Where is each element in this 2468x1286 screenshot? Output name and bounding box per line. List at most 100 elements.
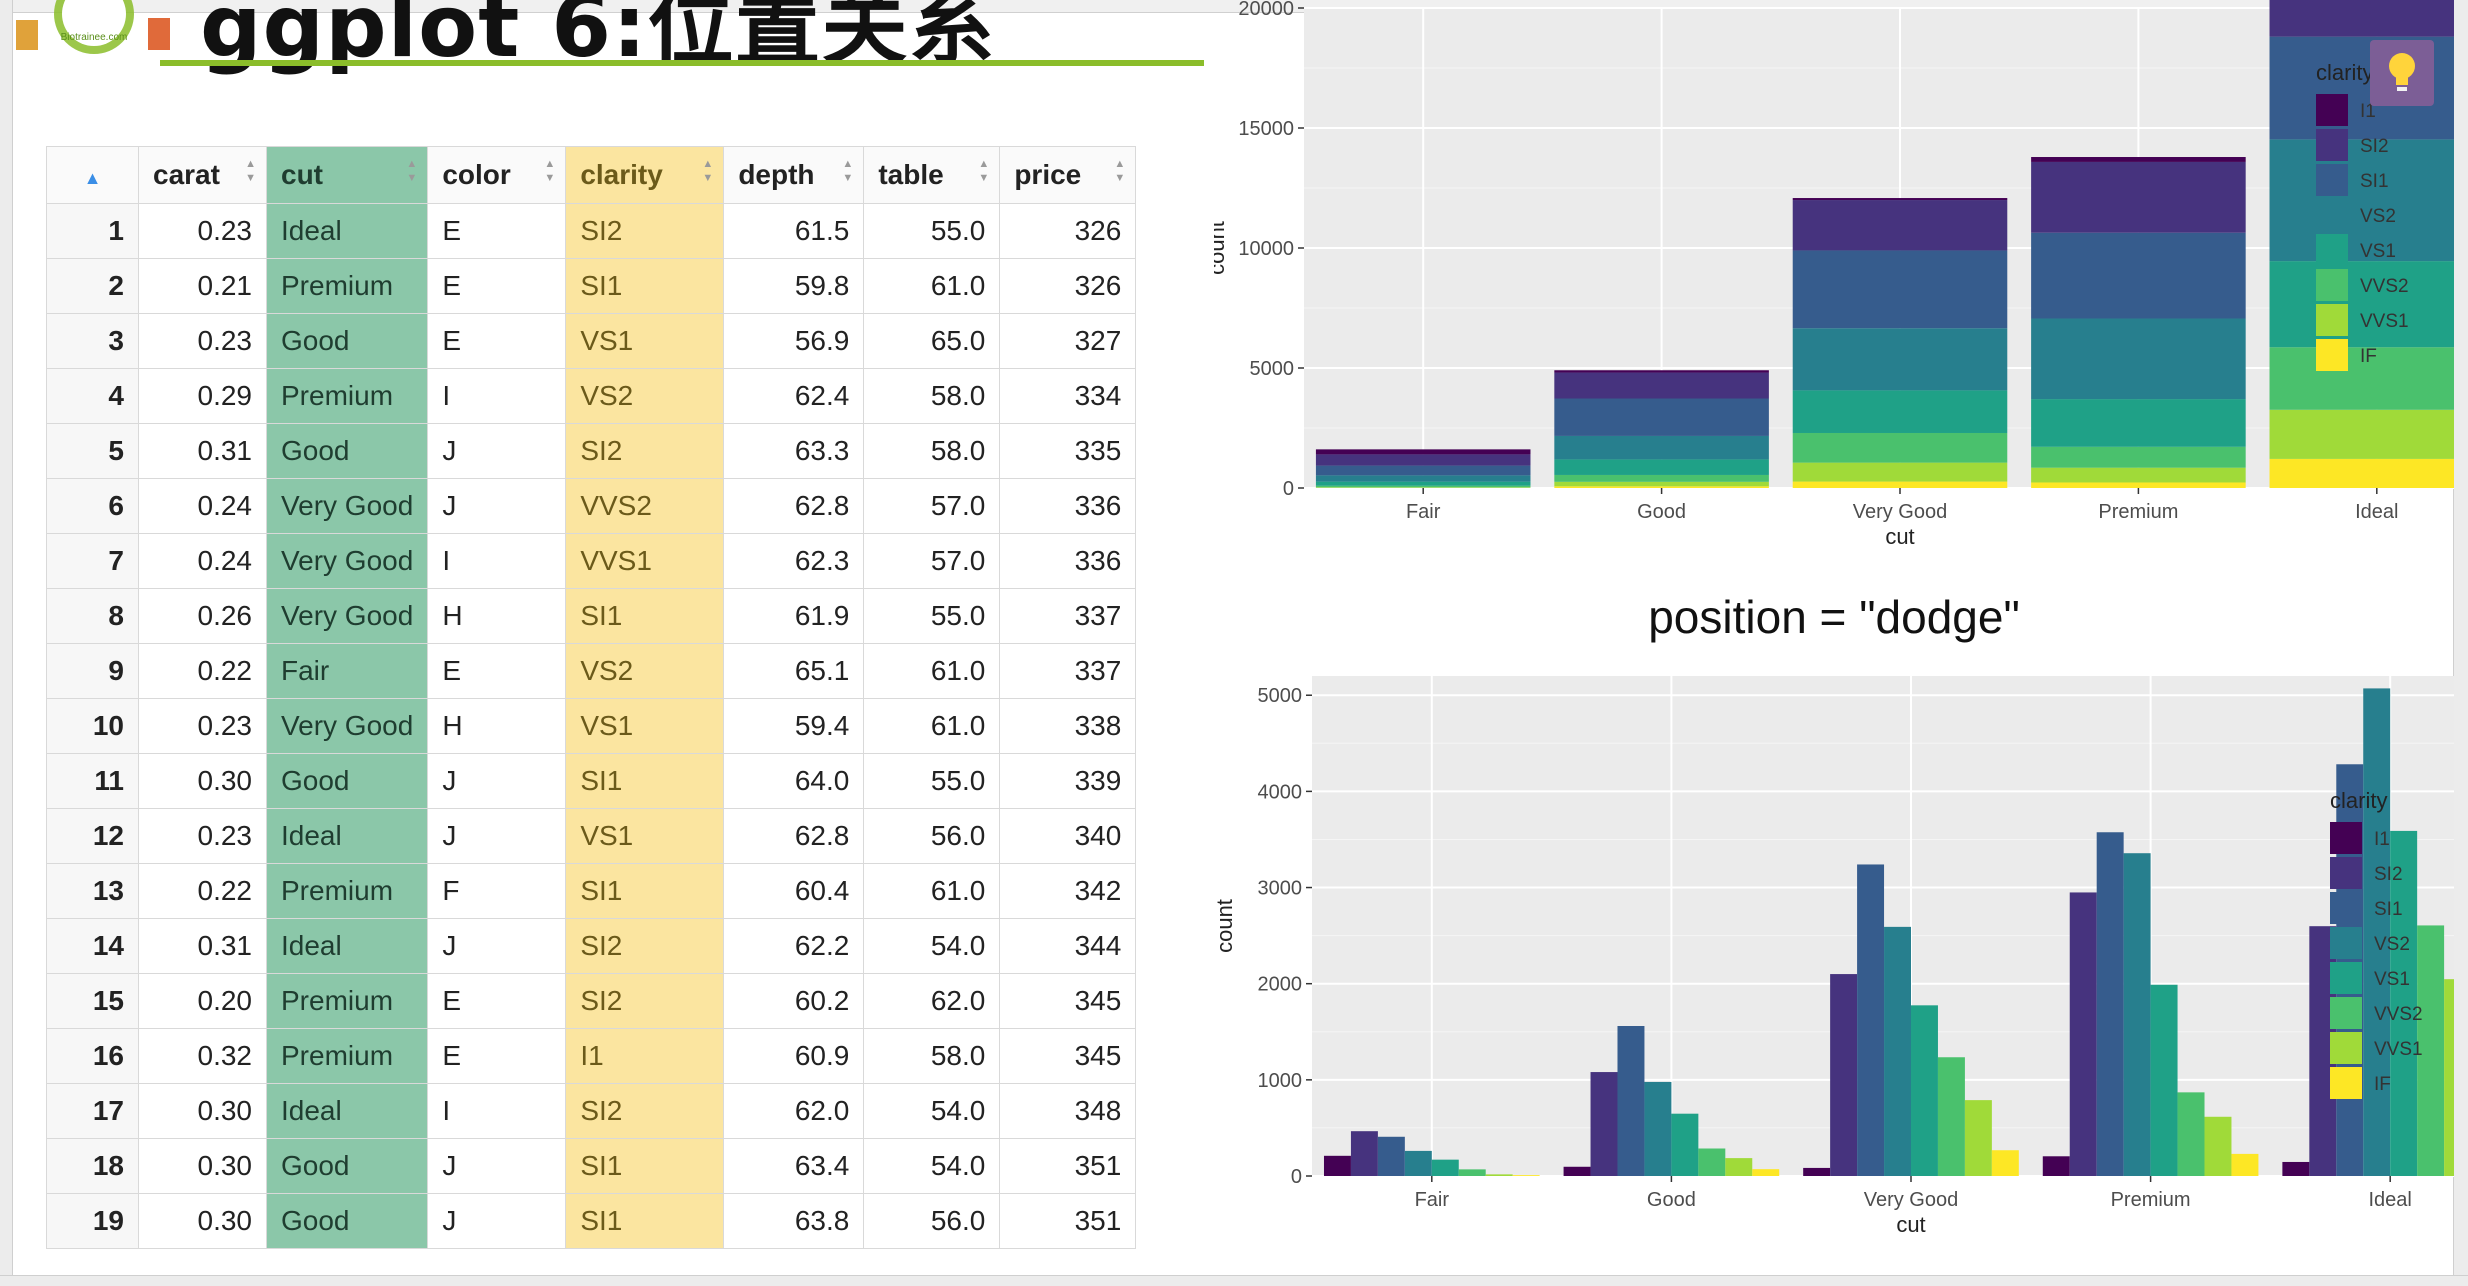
row-number: 7 [46, 533, 139, 589]
table-row[interactable]: 1 0.23 Ideal E SI2 61.5 55.0 326 [46, 203, 1137, 259]
legend-label: VS2 [2360, 206, 2396, 227]
x-tick-label: Fair [1406, 501, 1441, 523]
sort-arrows-icon[interactable]: ▲ ▼ [702, 158, 714, 184]
cell-depth: 60.9 [723, 1028, 865, 1084]
column-header-depth[interactable]: depth ▲ ▼ [723, 146, 865, 204]
cell-clarity: VVS2 [565, 478, 725, 534]
row-index-header[interactable]: ▲ [46, 146, 139, 204]
sort-arrows-icon[interactable]: ▲ ▼ [1114, 158, 1126, 184]
cell-color: E [427, 1028, 567, 1084]
bar [1725, 1158, 1753, 1176]
sort-up-icon[interactable]: ▲ [83, 168, 102, 188]
bar-segment [1315, 449, 1531, 455]
column-header-label: carat [153, 159, 220, 190]
cell-cut: Ideal [265, 1083, 429, 1139]
diamonds-data-table: ▲ carat ▲ ▼ cut ▲ ▼ color ▲ ▼ clarity ▲ ▼ depth ▲ ▼ tab… [46, 146, 1137, 1249]
table-row[interactable]: 17 0.30 Ideal I SI2 62.0 54.0 348 [46, 1083, 1137, 1139]
legend-key [2316, 129, 2348, 161]
cell-cut: Good [265, 1193, 429, 1249]
title-underline [160, 60, 1204, 66]
bar-segment [1554, 474, 1769, 482]
cell-price: 334 [999, 368, 1137, 424]
cell-table: 61.0 [863, 698, 1001, 754]
cell-carat: 0.30 [138, 1138, 267, 1194]
cell-cut: Good [265, 313, 429, 369]
cell-depth: 62.8 [723, 808, 865, 864]
cell-cut: Very Good [265, 588, 429, 644]
cell-color: J [427, 1138, 567, 1194]
bar [2150, 984, 2178, 1176]
cell-table: 55.0 [863, 753, 1001, 809]
sort-arrows-icon[interactable]: ▲ ▼ [245, 158, 256, 184]
row-number: 16 [46, 1028, 139, 1084]
cell-depth: 62.8 [723, 478, 865, 534]
table-row[interactable]: 9 0.22 Fair E VS2 65.1 61.0 337 [46, 643, 1137, 699]
column-header-color[interactable]: color ▲ ▼ [427, 146, 567, 204]
row-number: 4 [46, 368, 139, 424]
bar-segment [2269, 261, 2454, 348]
table-row[interactable]: 2 0.21 Premium E SI1 59.8 61.0 326 [46, 258, 1137, 314]
cell-clarity: SI2 [565, 423, 725, 479]
table-row[interactable]: 11 0.30 Good J SI1 64.0 55.0 339 [46, 753, 1137, 809]
column-header-price[interactable]: price ▲ ▼ [999, 146, 1137, 204]
table-row[interactable]: 18 0.30 Good J SI1 63.4 54.0 351 [46, 1138, 1137, 1194]
legend-title: clarity [2330, 788, 2387, 813]
cell-color: E [427, 643, 567, 699]
cell-depth: 63.8 [723, 1193, 865, 1249]
bar [1752, 1169, 1780, 1176]
table-row[interactable]: 4 0.29 Premium I VS2 62.4 58.0 334 [46, 368, 1137, 424]
table-row[interactable]: 10 0.23 Very Good H VS1 59.4 61.0 338 [46, 698, 1137, 754]
cell-table: 55.0 [863, 588, 1001, 644]
bar-segment [2269, 0, 2454, 37]
cell-color: E [427, 973, 567, 1029]
table-row[interactable]: 15 0.20 Premium E SI2 60.2 62.0 345 [46, 973, 1137, 1029]
column-header-table[interactable]: table ▲ ▼ [863, 146, 1001, 204]
table-row[interactable]: 19 0.30 Good J SI1 63.8 56.0 351 [46, 1193, 1137, 1249]
biotrainee-logo: Biotrainee.com [16, 0, 170, 54]
legend-label: IF [2374, 1074, 2391, 1095]
column-header-cut[interactable]: cut ▲ ▼ [265, 146, 429, 204]
lightbulb-button[interactable] [2370, 40, 2434, 106]
cell-table: 61.0 [863, 863, 1001, 919]
table-row[interactable]: 16 0.32 Premium E I1 60.9 58.0 345 [46, 1028, 1137, 1084]
table-row[interactable]: 7 0.24 Very Good I VVS1 62.3 57.0 336 [46, 533, 1137, 589]
bar [2177, 1092, 2205, 1176]
cell-carat: 0.29 [138, 368, 267, 424]
cell-cut: Premium [265, 863, 429, 919]
bar-segment [1554, 370, 1769, 373]
sort-arrows-icon[interactable]: ▲ ▼ [544, 158, 556, 184]
bar [2282, 1161, 2310, 1176]
cell-cut: Good [265, 423, 429, 479]
cell-clarity: SI2 [565, 973, 725, 1029]
table-row[interactable]: 6 0.24 Very Good J VVS2 62.8 57.0 336 [46, 478, 1137, 534]
table-row[interactable]: 14 0.31 Ideal J SI2 62.2 54.0 344 [46, 918, 1137, 974]
cell-cut: Premium [265, 973, 429, 1029]
sort-arrows-icon[interactable]: ▲ ▼ [978, 158, 990, 184]
bar-segment [1554, 398, 1769, 436]
cell-color: J [427, 478, 567, 534]
cell-clarity: VS1 [565, 313, 725, 369]
cell-cut: Ideal [265, 203, 429, 259]
legend-key [2316, 339, 2348, 371]
row-number: 15 [46, 973, 139, 1029]
sort-arrows-icon[interactable]: ▲ ▼ [406, 158, 418, 184]
column-header-clarity[interactable]: clarity ▲ ▼ [565, 146, 725, 204]
cell-clarity: SI1 [565, 588, 725, 644]
bar-segment [1792, 200, 2008, 251]
table-row[interactable]: 5 0.31 Good J SI2 63.3 58.0 335 [46, 423, 1137, 479]
table-row[interactable]: 3 0.23 Good E VS1 56.9 65.0 327 [46, 313, 1137, 369]
table-row[interactable]: 12 0.23 Ideal J VS1 62.8 56.0 340 [46, 808, 1137, 864]
sort-arrows-icon[interactable]: ▲ ▼ [842, 158, 854, 184]
bar [1803, 1167, 1831, 1176]
row-number: 17 [46, 1083, 139, 1139]
table-row[interactable]: 8 0.26 Very Good H SI1 61.9 55.0 337 [46, 588, 1137, 644]
cell-price: 327 [999, 313, 1137, 369]
cell-cut: Very Good [265, 478, 429, 534]
column-header-carat[interactable]: carat ▲ ▼ [138, 146, 267, 204]
dodge-chart-title: position = "dodge" [1648, 591, 2020, 643]
table-row[interactable]: 13 0.22 Premium F SI1 60.4 61.0 342 [46, 863, 1137, 919]
cell-carat: 0.24 [138, 533, 267, 589]
x-tick-label: Very Good [1853, 501, 1948, 523]
bar [2444, 979, 2454, 1176]
cell-color: E [427, 258, 567, 314]
